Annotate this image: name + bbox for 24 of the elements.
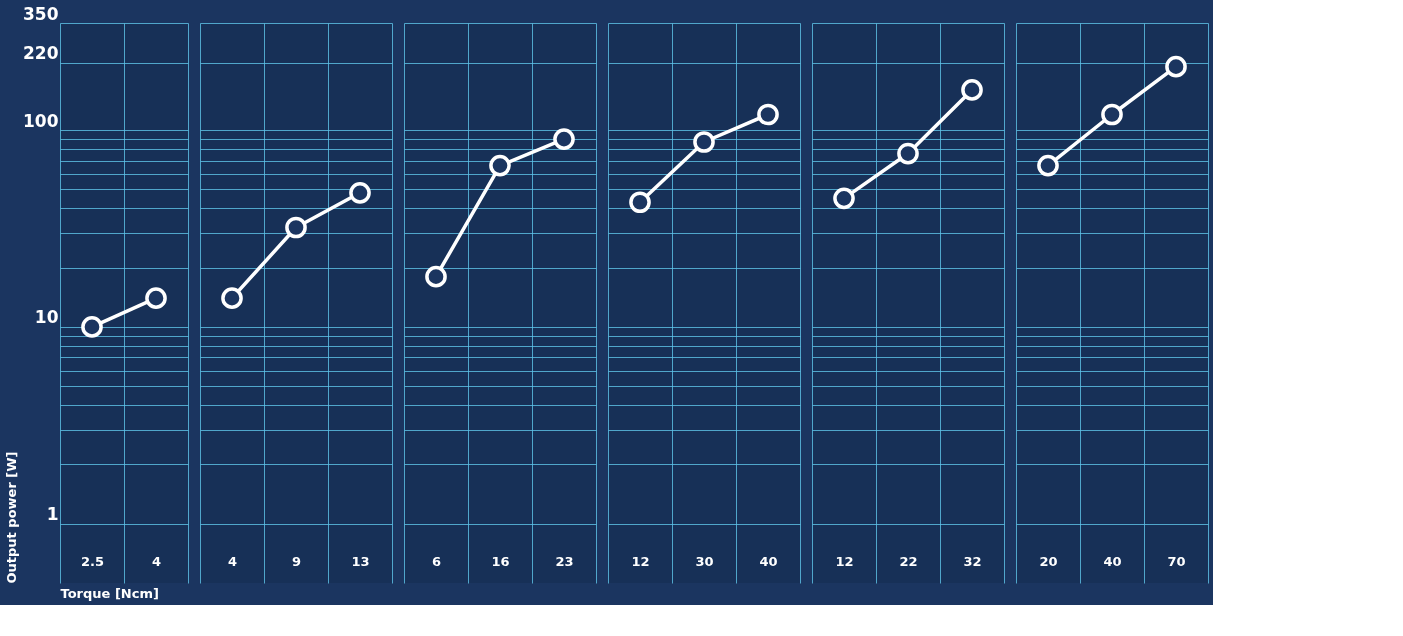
x-tick-label: 12 <box>835 553 854 569</box>
x-tick-label: 40 <box>1103 553 1122 569</box>
x-tick-label: 2.5 <box>80 553 105 569</box>
x-tick-label: 4 <box>227 553 238 569</box>
x-tick-label: 9 <box>291 553 302 569</box>
y-tick-label: 220 <box>23 43 59 64</box>
x-tick-label: 12 <box>631 553 650 569</box>
y-tick-label: 1 <box>46 504 59 525</box>
x-tick-label: 23 <box>555 553 574 569</box>
x-tick-label: 40 <box>759 553 778 569</box>
x-tick-label: 4 <box>151 553 162 569</box>
y-tick-label: 100 <box>23 110 59 131</box>
x-tick-label: 30 <box>695 553 714 569</box>
x-tick-label: 6 <box>431 553 442 569</box>
x-tick-label: 22 <box>899 553 918 569</box>
y-axis-title: Output power [W] <box>4 451 20 584</box>
y-tick-label: 10 <box>34 307 59 328</box>
x-tick-label: 32 <box>963 553 982 569</box>
x-tick-label: 20 <box>1039 553 1058 569</box>
x-tick-label: 70 <box>1167 553 1186 569</box>
x-tick-label: 13 <box>351 553 370 569</box>
x-tick-label: 16 <box>491 553 510 569</box>
y-tick-label: 350 <box>23 3 59 24</box>
x-axis-title: Torque [Ncm] <box>60 585 159 601</box>
